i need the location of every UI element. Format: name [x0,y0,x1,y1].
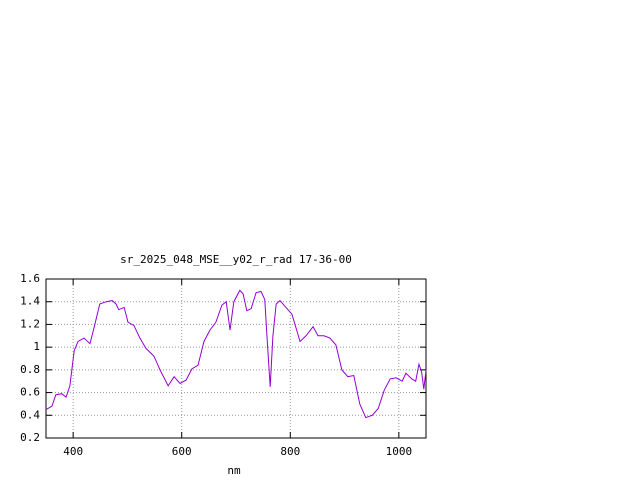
x-tick-label: 800 [280,445,300,458]
chart-title: sr_2025_048_MSE__y02_r_rad 17-36-00 [120,253,352,266]
y-tick-label: 1.4 [20,295,40,308]
y-tick-label: 0.8 [20,363,40,376]
y-tick-label: 1.2 [20,317,40,330]
x-axis-label: nm [227,464,241,477]
y-tick-label: 1.6 [20,272,40,285]
y-tick-label: 0.4 [20,408,40,421]
x-tick-label: 400 [63,445,83,458]
y-tick-label: 1 [33,340,40,353]
data-line [45,289,427,419]
x-tick-label: 1000 [386,445,413,458]
plot-border [45,278,427,439]
y-tick-label: 0.2 [20,431,40,444]
x-tick-label: 600 [172,445,192,458]
y-tick-label: 0.6 [20,386,40,399]
